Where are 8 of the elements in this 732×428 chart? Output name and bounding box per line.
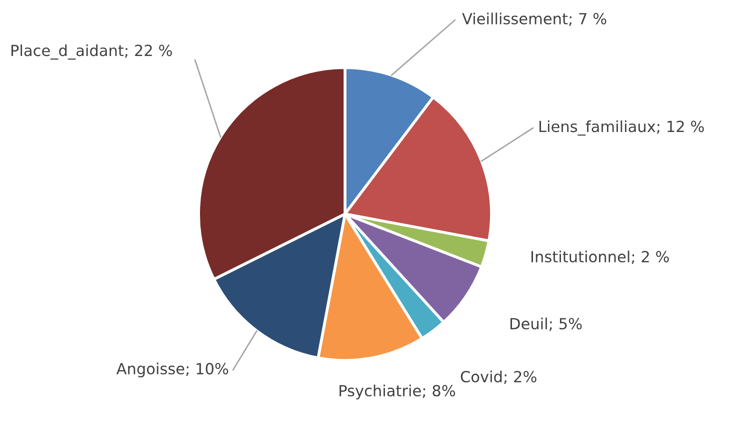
slice-label: Angoisse; 10% (116, 362, 228, 378)
slice-label: Deuil; 5% (510, 318, 582, 331)
slice-label: Liens_familiaux; 12 % (540, 120, 704, 136)
slice-label: Vieillissement; 7 % (462, 12, 606, 26)
slice-label: Institutionnel; 2 % (532, 250, 669, 264)
slice-label: Psychiatrie; 8% (340, 384, 456, 400)
slice-label: Covid; 2% (460, 370, 536, 384)
slice-label: Place_d_aidant; 22 % (12, 44, 172, 60)
